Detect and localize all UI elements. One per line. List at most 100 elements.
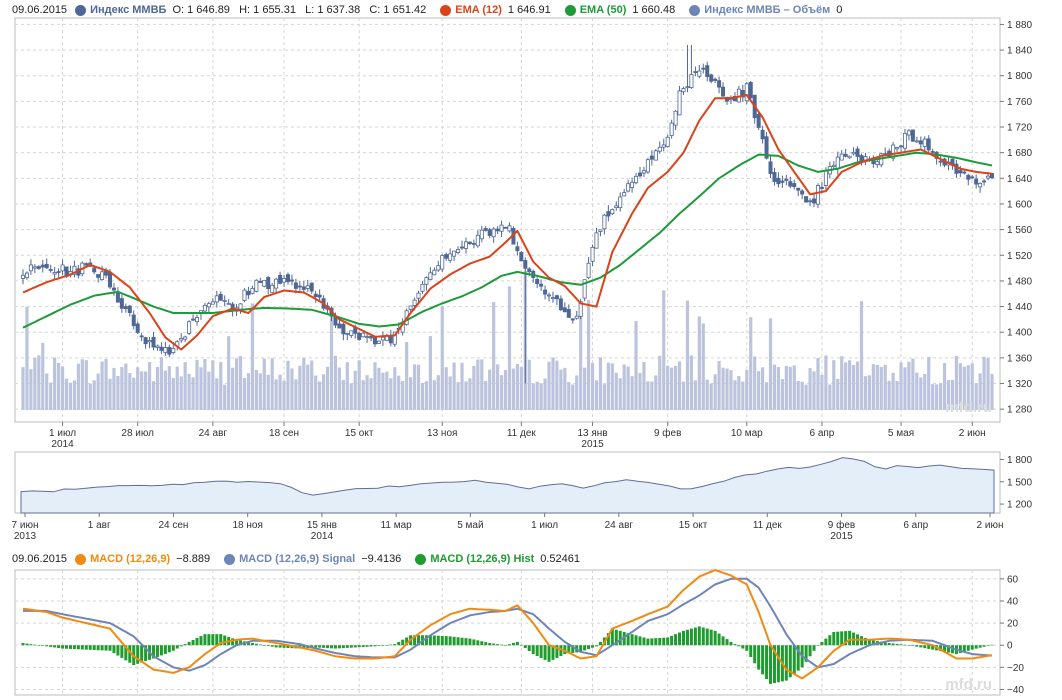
volume-bar (409, 377, 413, 410)
candle-body (365, 336, 370, 339)
macd-hist-bar (33, 644, 37, 646)
volume-bar (697, 316, 701, 410)
price-x-tick-label: 9 фев (654, 427, 681, 439)
candle-body (440, 255, 445, 270)
macd-hist-bar (911, 645, 915, 646)
volume-bar (448, 376, 452, 410)
candle-body (349, 330, 354, 336)
candle-body (179, 338, 184, 341)
macd-hist-bar (159, 645, 163, 656)
macd-hist-bar (476, 640, 480, 646)
candle-body (558, 298, 563, 311)
candle-body (376, 340, 381, 344)
volume-bar (713, 374, 717, 410)
volume-bar (373, 362, 377, 410)
volume-bar (563, 367, 567, 410)
macd-hist-bar (551, 645, 555, 660)
candle-body (293, 282, 298, 289)
navigator-x-tick-label: 18 ноя (232, 520, 262, 531)
candle-body (380, 336, 385, 341)
candle-body (159, 346, 164, 351)
volume-bar (630, 376, 634, 410)
candle-body (345, 332, 350, 335)
volume-bar (796, 380, 800, 410)
macd-hist-bar (674, 634, 678, 646)
volume-bar (282, 380, 286, 410)
macd-hist-bar (322, 645, 326, 648)
candle-body (535, 278, 540, 285)
macd-hist-bar (88, 645, 92, 650)
legend-ema12-label[interactable]: EMA (12) (455, 4, 502, 16)
macd-hist-bar (140, 645, 144, 663)
macd-hist-bar (622, 631, 626, 646)
candle-body (460, 246, 465, 249)
volume-bar (242, 378, 247, 410)
navigator-x-year-label: 2013 (14, 531, 37, 542)
candle-body (479, 229, 484, 240)
macd-hist-bar (195, 638, 199, 646)
volume-bar (812, 371, 816, 410)
legend-ema50-label[interactable]: EMA (50) (579, 4, 627, 16)
candle-body (819, 187, 824, 189)
volume-bar (254, 369, 258, 410)
macd-hist-bar (37, 645, 41, 646)
volume-bar (361, 380, 365, 410)
macd-hist-bar (784, 645, 788, 681)
candle-body (246, 290, 251, 296)
price-x-year-label: 2015 (581, 439, 604, 450)
volume-bar (855, 361, 860, 410)
volume-bar (163, 370, 167, 410)
ema50-dot-icon (564, 4, 576, 16)
candle-body (274, 278, 279, 289)
volume-bar (717, 360, 721, 410)
legend-instrument[interactable]: Индекс ММВБ (90, 4, 167, 16)
volume-bar (935, 384, 939, 410)
price-x-tick-label: 28 июл (121, 428, 154, 439)
legend-volume-label[interactable]: Индекс ММВБ – Объём (704, 4, 831, 16)
macd-hist-bar (820, 641, 824, 646)
macd-hist-bar (792, 645, 796, 674)
macd-hist-bar (511, 643, 515, 646)
macd-hist-bar (250, 643, 254, 646)
candle-body (202, 304, 207, 312)
navigator-x-year-label: 2015 (830, 531, 853, 542)
volume-bar (325, 366, 330, 410)
volume-bar (535, 381, 539, 410)
candle-body (527, 268, 532, 273)
macd-hist-bar (270, 645, 274, 647)
candle-body (685, 86, 690, 89)
candle-body (420, 283, 425, 292)
macd-hist-bar (314, 645, 318, 648)
candle-body (266, 277, 271, 290)
macd-line (22, 569, 993, 680)
candle-body (191, 318, 196, 321)
price-y-tick-label: 1 560 (1007, 225, 1032, 236)
volume-bar (321, 374, 326, 410)
legend-macd-label[interactable]: MACD (12,26,9) (90, 553, 171, 565)
volume-bar (250, 303, 254, 410)
macd-hist-bar (29, 644, 33, 646)
volume-bar (828, 384, 832, 410)
candle-body (44, 263, 49, 269)
legend-hist-label[interactable]: MACD (12,26,9) Hist (430, 553, 535, 565)
macd-hist-bar (492, 643, 496, 646)
navigator-x-tick-label: 7 июн (12, 520, 39, 531)
candle-body (705, 65, 710, 77)
volume-bar (231, 367, 235, 410)
macd-hist-bar (788, 645, 792, 678)
volume-bar (515, 363, 519, 410)
volume-bar (978, 373, 982, 410)
legend-signal-label[interactable]: MACD (12,26,9) Signal (239, 553, 356, 565)
volume-bar (401, 381, 405, 410)
macd-hist-bar (670, 635, 674, 646)
macd-hist-bar (531, 645, 535, 655)
macd-hist-bar (713, 630, 717, 646)
macd-hist-bar (318, 645, 322, 648)
volume-bar (29, 369, 33, 410)
volume-bar (298, 365, 302, 410)
candle-body (187, 321, 192, 334)
volume-bar (792, 365, 796, 410)
macd-hist-bar (254, 643, 258, 646)
candle-body (357, 332, 362, 340)
